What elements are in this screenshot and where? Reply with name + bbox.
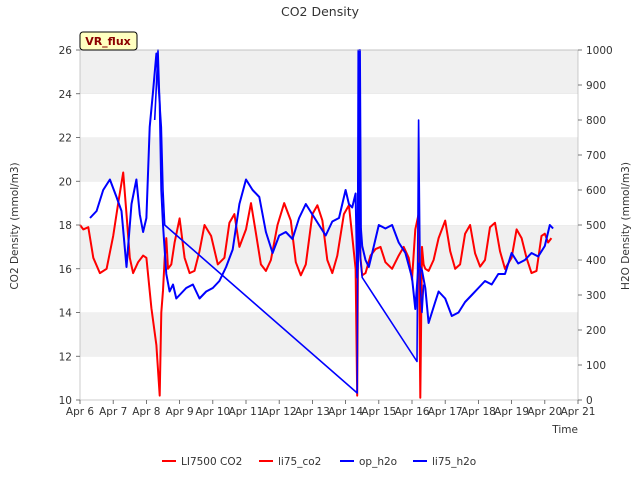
y-tick-label-right: 600	[586, 185, 606, 197]
grid-band	[80, 268, 578, 313]
legend-label: li75_co2	[278, 456, 321, 468]
x-tick-label: Apr 21	[561, 406, 596, 418]
series-line-li75-co2	[79, 92, 553, 399]
y-tick-label-right: 300	[586, 290, 606, 302]
y-tick-label-left: 10	[59, 395, 72, 407]
grid-band	[80, 312, 578, 357]
x-tick-label: Apr 15	[361, 406, 396, 418]
y-tick-label-right: 1000	[586, 45, 613, 57]
x-tick-label: Apr 18	[461, 406, 496, 418]
legend-label: LI7500 CO2	[181, 456, 242, 468]
y-tick-label-right: 800	[586, 115, 606, 127]
x-tick-label: Apr 8	[132, 406, 160, 418]
y-tick-label-right: 700	[586, 150, 606, 162]
badge-label: VR_flux	[85, 35, 131, 48]
badge-box	[79, 31, 138, 51]
x-tick-label: Apr 14	[328, 406, 363, 418]
y-tick-label-left: 22	[59, 133, 72, 145]
y-tick-label-right: 400	[586, 255, 606, 267]
grid-band	[80, 50, 578, 94]
x-tick-label: Apr 16	[395, 406, 430, 418]
x-axis-label: Time	[551, 424, 578, 436]
badge: VR_flux	[79, 31, 138, 51]
x-tick-label: Apr 11	[229, 406, 264, 418]
x-tick-label: Apr 12	[262, 406, 297, 418]
y-tick-label-right: 200	[586, 325, 606, 337]
x-tick-label: Apr 9	[166, 406, 194, 418]
legend-label: li75_h2o	[432, 456, 476, 468]
legend: LI7500 CO2 li75_co2 op_h2o li75_h2o	[162, 456, 476, 468]
y-axis-label-right: H2O Density (mmol/m3)	[620, 162, 632, 290]
legend-label: op_h2o	[359, 456, 397, 468]
x-tick-label: Apr 19	[494, 406, 529, 418]
grid-band	[80, 356, 578, 400]
x-tick-label: Apr 20	[527, 406, 562, 418]
y-axis-label-left: CO2 Density (mmol/m3)	[9, 162, 21, 289]
y-tick-label-left: 18	[59, 220, 72, 232]
grid-bands	[80, 49, 578, 400]
x-tick-label: Apr 6	[66, 406, 95, 418]
y-tick-label-left: 20	[59, 176, 72, 188]
y-tick-label-left: 16	[59, 264, 73, 276]
y-tick-label-right: 900	[586, 80, 606, 92]
x-tick-label: Apr 17	[428, 406, 463, 418]
grid-band	[80, 137, 578, 182]
y-tick-label-right: 100	[586, 360, 606, 372]
grid-band	[80, 93, 578, 138]
y-tick-label-left: 14	[59, 308, 73, 320]
y-tick-label-left: 12	[59, 351, 72, 363]
x-tick-label: Apr 10	[195, 406, 230, 418]
y-tick-label-left: 26	[59, 45, 73, 57]
y-tick-label-right: 0	[586, 395, 593, 407]
y-tick-label-right: 500	[586, 220, 606, 232]
y-tick-label-left: 24	[59, 89, 73, 101]
chart-title: CO2 Density	[281, 4, 360, 19]
x-tick-label: Apr 13	[295, 406, 330, 418]
grid-band	[80, 181, 578, 225]
x-tick-label: Apr 7	[99, 406, 127, 418]
